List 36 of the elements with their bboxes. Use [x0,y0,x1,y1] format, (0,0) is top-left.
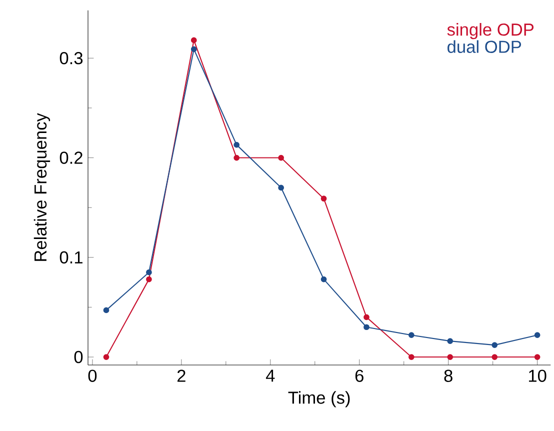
point [320,196,327,202]
point [408,332,414,338]
x-tick-label: 8 [444,370,452,382]
point [447,338,454,344]
x-axis-title: Time (s) [288,391,350,408]
point [146,276,152,282]
point [146,269,152,276]
y-tick-label: 0.1 [60,251,82,264]
point [278,184,284,191]
point [447,354,454,360]
x-tick-label: 10 [528,370,546,382]
y-tick-label: 0.2 [60,152,82,164]
point [234,142,240,148]
point [278,154,284,161]
y-tick-label: 0.3 [60,52,83,64]
point [234,154,240,161]
point [492,354,498,360]
point [408,354,414,360]
point [534,332,540,338]
point [190,46,197,52]
y-tick-label: 0 [74,350,83,364]
point [190,37,197,44]
x-tick-label: 6 [355,370,364,382]
point [364,324,370,330]
x-tick-label: 4 [266,370,275,382]
point [534,354,540,360]
x-tick-label: 2 [177,370,186,382]
y-axis-title: Relative Frequency [34,113,50,261]
x-tick-label: 0 [88,370,97,382]
text: dual ODP [448,40,522,53]
point [103,354,110,360]
text: single ODP [447,23,534,40]
point [103,307,110,314]
point [320,276,327,282]
point [364,314,370,320]
point [492,342,498,348]
